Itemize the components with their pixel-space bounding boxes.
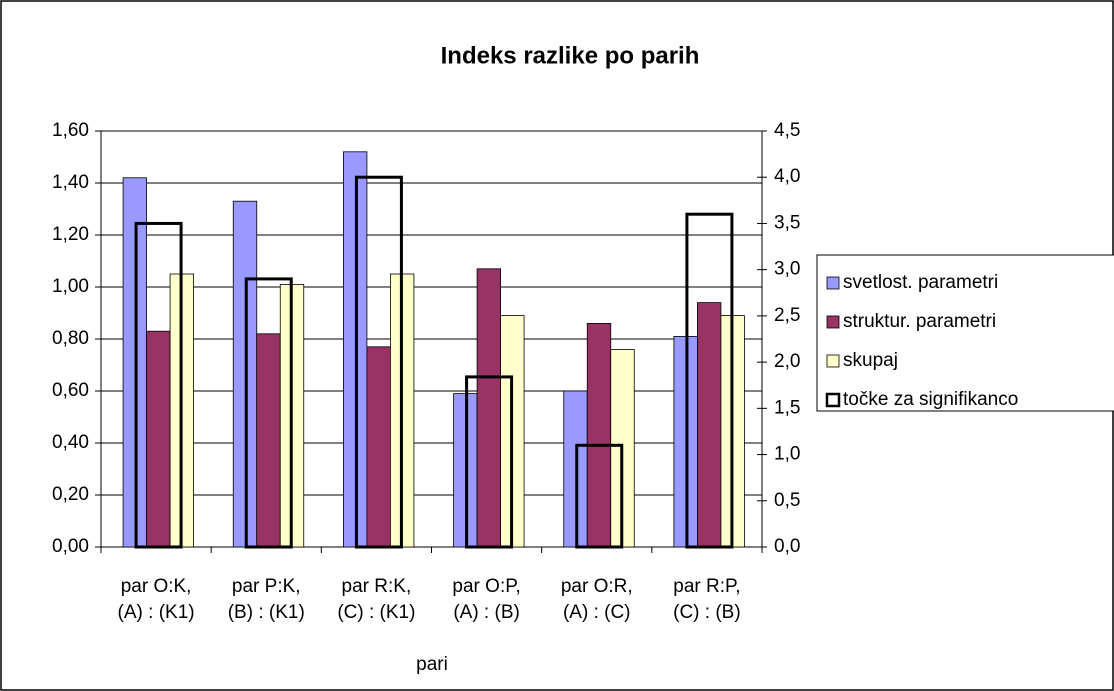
- legend-label: struktur. parametri: [843, 311, 996, 332]
- legend-marker: [825, 392, 841, 408]
- bar-outline: [465, 375, 514, 549]
- y2-tick-label: 3,0: [774, 259, 800, 280]
- y2-tick-label: 4,0: [774, 166, 800, 187]
- y-tick-label: 1,00: [52, 276, 89, 297]
- y2-tick-label: 0,5: [774, 490, 800, 511]
- bar-outline: [685, 212, 734, 549]
- y-tick-label: 1,60: [52, 120, 89, 141]
- legend-label: svetlost. parametri: [843, 272, 998, 293]
- bar: [476, 268, 501, 548]
- y2-tick-label: 1,5: [774, 397, 800, 418]
- legend-marker: [826, 354, 840, 368]
- bar: [366, 346, 391, 548]
- legend-marker: [826, 276, 840, 290]
- bar: [146, 330, 171, 548]
- y-tick-label: 1,20: [52, 224, 89, 245]
- y2-tick-label: 1,0: [774, 444, 800, 465]
- y-tick-label: 1,40: [52, 172, 89, 193]
- y-tick-label: 0,00: [52, 536, 89, 557]
- bar: [256, 333, 281, 548]
- bar: [586, 322, 612, 548]
- x-tick-label: par R:P, (C) : (B): [673, 576, 741, 623]
- bar: [697, 302, 722, 548]
- x-tick-label: par O:R, (A) : (C): [560, 576, 633, 623]
- x-tick-label: par O:P, (A) : (B): [452, 576, 521, 623]
- legend-box: [816, 254, 1114, 412]
- bar-outline: [575, 443, 624, 549]
- legend-label: skupaj: [843, 350, 898, 371]
- bar-outline: [244, 277, 293, 549]
- legend-label: točke za signifikanco: [843, 389, 1018, 410]
- x-axis-label: pari: [416, 654, 448, 675]
- x-tick-label: par P:K, (B) : (K1): [227, 576, 305, 623]
- y2-tick-label: 3,5: [774, 212, 800, 233]
- y2-tick-label: 4,5: [774, 120, 800, 141]
- x-tick-label: par O:K, (A) : (K1): [117, 576, 195, 623]
- bar-outline: [134, 221, 183, 549]
- x-tick-label: par R:K, (C) : (K1): [337, 576, 416, 623]
- y-tick-label: 0,60: [52, 380, 89, 401]
- y2-tick-label: 0,0: [774, 536, 800, 557]
- y-tick-label: 0,20: [52, 484, 89, 505]
- bar-outline: [354, 175, 403, 549]
- y-tick-label: 0,80: [52, 328, 89, 349]
- chart-title: Indeks razlike po parih: [441, 42, 700, 69]
- y-tick-label: 0,40: [52, 432, 89, 453]
- y2-tick-label: 2,5: [774, 305, 800, 326]
- y2-tick-label: 2,0: [774, 351, 800, 372]
- legend-marker: [826, 315, 840, 329]
